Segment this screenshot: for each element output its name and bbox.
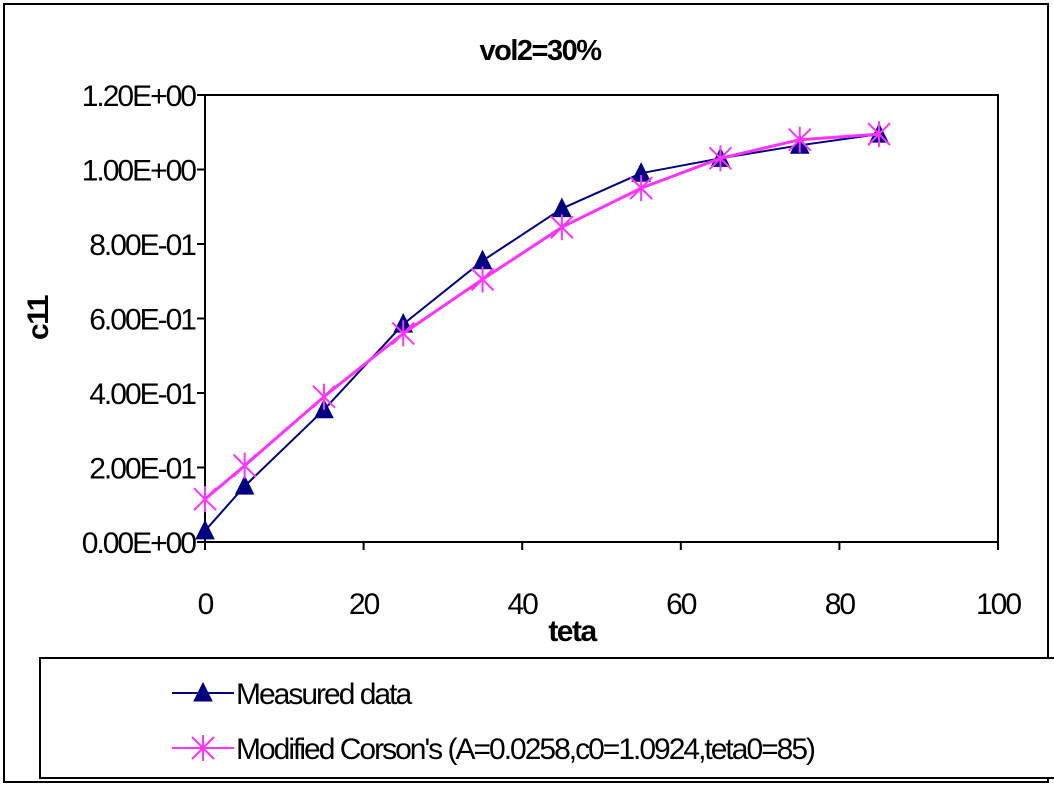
data-point: [472, 249, 493, 270]
y-tick-label: 2.00E-01: [89, 453, 196, 486]
data-point: [788, 126, 812, 153]
legend-label: Modified Corson's (A=0.0258,c0=1.0924,te…: [236, 733, 815, 766]
chart-frame: [3, 3, 1049, 783]
legend-item: Measured data: [172, 678, 414, 711]
data-point: [232, 452, 257, 479]
chart-title: vol2=30%: [479, 35, 602, 67]
x-tick-label: 80: [825, 588, 856, 621]
data-point: [195, 519, 215, 540]
series-line: [204, 133, 880, 532]
data-point: [234, 475, 255, 495]
y-tick-label: 6.00E-01: [89, 304, 196, 337]
y-axis-ticks: 0.00E+00 2.00E-01 4.00E-01 6.00E-01 8.00E-01…: [82, 80, 205, 560]
series-line: [204, 132, 880, 501]
legend: Measured data Modified Corson's (A=0.0258…: [172, 678, 817, 766]
series-2: [193, 121, 891, 513]
y-tick-label: 0.00E+00: [82, 527, 197, 560]
legend-label: Measured data: [236, 678, 412, 711]
x-tick-label: 40: [508, 588, 539, 621]
x-tick-label: 0: [198, 588, 214, 621]
y-tick-label: 1.00E+00: [82, 155, 197, 188]
series-layer: [193, 121, 891, 540]
data-point: [470, 266, 495, 293]
data-point: [312, 383, 336, 410]
legend-item: Modified Corson's (A=0.0258,c0=1.0924,te…: [172, 733, 817, 766]
data-point: [550, 214, 574, 241]
legend-marker: [193, 681, 213, 702]
data-point: [193, 486, 217, 513]
x-tick-label: 100: [976, 588, 1021, 621]
series-1: [195, 122, 889, 540]
data-point: [391, 320, 415, 347]
legend-marker: [191, 735, 215, 761]
x-tick-label: 60: [666, 588, 697, 621]
data-point: [629, 175, 653, 202]
y-tick-label: 8.00E-01: [89, 229, 196, 262]
y-tick-label: 4.00E-01: [89, 378, 196, 411]
data-point: [708, 145, 733, 172]
data-point: [867, 121, 891, 148]
x-axis-ticks: 0 20 40 60 80 100: [198, 542, 1023, 621]
data-point: [552, 197, 572, 218]
x-axis-title: teta: [548, 615, 597, 648]
legend-box: [39, 657, 1054, 779]
plot-area: [204, 94, 999, 543]
y-tick-label: 1.20E+00: [82, 80, 197, 113]
y-axis-title: c11: [22, 295, 55, 340]
x-tick-label: 20: [349, 588, 380, 621]
